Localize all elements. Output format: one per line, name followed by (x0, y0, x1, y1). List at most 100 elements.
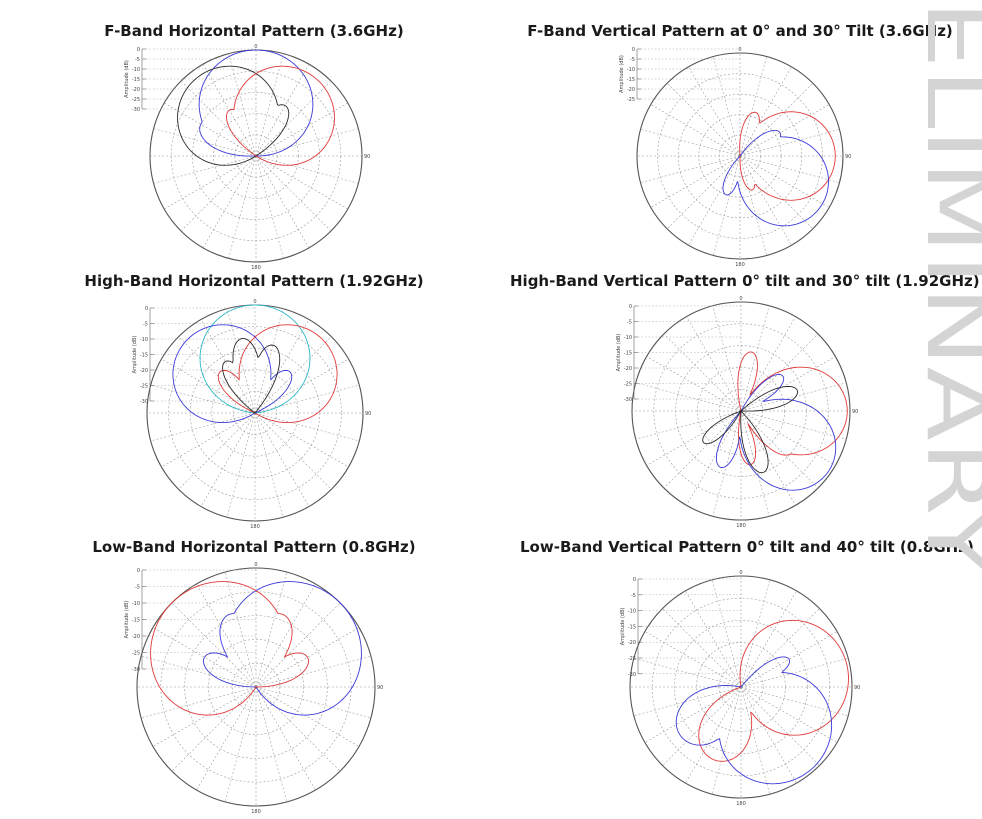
grid-spoke (254, 319, 310, 414)
r-tick-label: -10 (627, 67, 635, 73)
r-tick-label: -15 (132, 618, 140, 624)
r-tick-label: -15 (628, 624, 636, 630)
pattern-trace-blue (722, 129, 829, 227)
grid-spoke (228, 53, 257, 157)
r-tick-label: 0 (137, 47, 140, 53)
chart-title-highband-vertical: High-Band Vertical Pattern 0° tilt and 3… (510, 272, 980, 290)
r-tick-label: 0 (632, 47, 635, 53)
grid-spoke (666, 82, 741, 157)
pattern-trace-blue (198, 49, 314, 157)
amplitude-axis-label: Amplitude (dB) (124, 601, 130, 639)
grid-spoke (255, 155, 310, 248)
r-tick-label: -5 (135, 585, 140, 591)
polar-grid (629, 575, 853, 799)
r-tick-label: -10 (628, 609, 636, 615)
outer-ring (629, 575, 853, 799)
grid-ring (208, 639, 304, 735)
r-tick-label: 0 (629, 304, 632, 310)
grid-ring (213, 113, 299, 199)
angle-label: 90 (854, 685, 860, 691)
angle-label: 0 (253, 299, 256, 305)
grid-spoke (633, 686, 742, 716)
grid-spoke (633, 658, 742, 688)
angle-label: 90 (364, 154, 370, 160)
r-tick-label: -25 (132, 97, 140, 103)
grid-ring (168, 326, 342, 500)
pattern-series (172, 304, 338, 424)
grid-spoke (228, 155, 257, 259)
grid-spoke (178, 336, 256, 414)
r-tick-label: -5 (630, 57, 635, 63)
angle-label: 0 (739, 570, 742, 576)
grid-spoke (712, 579, 742, 688)
amplitude-axis-label: Amplitude (dB) (620, 607, 626, 645)
angle-label: 180 (736, 801, 746, 807)
r-tick-label: -30 (628, 672, 636, 678)
pattern-trace-blue (675, 656, 833, 785)
grid-ring (231, 662, 281, 712)
polar-grid (631, 301, 851, 521)
grid-spoke (739, 129, 840, 157)
grid-spoke (150, 412, 256, 442)
pattern-trace-red (217, 324, 338, 424)
r-tick-label: -5 (143, 322, 148, 328)
grid-spoke (164, 155, 257, 210)
grid-spoke (662, 608, 742, 688)
grid-spoke (740, 631, 838, 688)
grid-spoke (153, 155, 257, 184)
r-tick-label: 0 (145, 306, 148, 312)
grid-spoke (739, 155, 840, 183)
pattern-trace-red (698, 619, 849, 762)
pattern-trace-black (177, 65, 290, 166)
grid-ring (184, 615, 328, 759)
grid-spoke (739, 155, 792, 246)
grid-spoke (662, 686, 742, 766)
grid-spoke (644, 631, 742, 688)
amplitude-scale: 0 -5 -10 -15 -20 -25 -30 Amplitude (dB) (124, 568, 256, 673)
grid-spoke (255, 128, 359, 157)
grid-spoke (713, 155, 741, 256)
amplitude-scale: 0 -5 -10 -15 -20 -25 -30 Amplitude (dB) (616, 304, 741, 403)
angle-label: 180 (736, 523, 746, 529)
grid-spoke (740, 686, 797, 784)
amplitude-axis-label: Amplitude (dB) (124, 60, 130, 98)
r-tick-label: -30 (624, 397, 632, 403)
watermark-text: ELIMINARY (908, 0, 982, 576)
amplitude-axis-label: Amplitude (dB) (132, 336, 138, 374)
grid-spoke (255, 53, 284, 157)
angle-label: 0 (254, 562, 257, 568)
pattern-trace-red (226, 65, 335, 166)
r-tick-label: -15 (132, 77, 140, 83)
grid-spoke (640, 155, 741, 183)
grid-spoke (740, 658, 849, 688)
pattern-trace-red (739, 111, 836, 201)
grid-spoke (164, 102, 257, 157)
amplitude-scale: 0 -5 -10 -15 -20 -25 -30 Amplitude (dB) (124, 47, 256, 113)
grid-spoke (650, 104, 741, 157)
pattern-trace-red (150, 581, 309, 716)
pattern-trace-blue (172, 324, 293, 424)
grid-spoke (255, 155, 284, 259)
angle-labels: 0 90 180 (250, 299, 371, 530)
grid-ring (192, 92, 320, 220)
angle-label: 90 (365, 411, 371, 417)
r-tick-label: -25 (132, 651, 140, 657)
angle-label: 0 (738, 47, 741, 53)
grid-spoke (740, 686, 770, 795)
grid-spoke (200, 319, 256, 414)
r-tick-label: -20 (627, 87, 635, 93)
grid-spoke (739, 155, 814, 230)
r-tick-label: -30 (132, 107, 140, 113)
grid-spoke (740, 608, 820, 688)
angle-label: 180 (250, 524, 260, 530)
grid-spoke (688, 155, 741, 246)
amplitude-scale: 0 -5 -10 -15 -20 -25 -30 Amplitude (dB) (132, 306, 255, 405)
chart-title-lowband-vertical: Low-Band Vertical Pattern 0° tilt and 40… (520, 538, 974, 556)
grid-spoke (150, 384, 256, 414)
grid-spoke (202, 155, 257, 248)
grid-ring (674, 620, 808, 754)
